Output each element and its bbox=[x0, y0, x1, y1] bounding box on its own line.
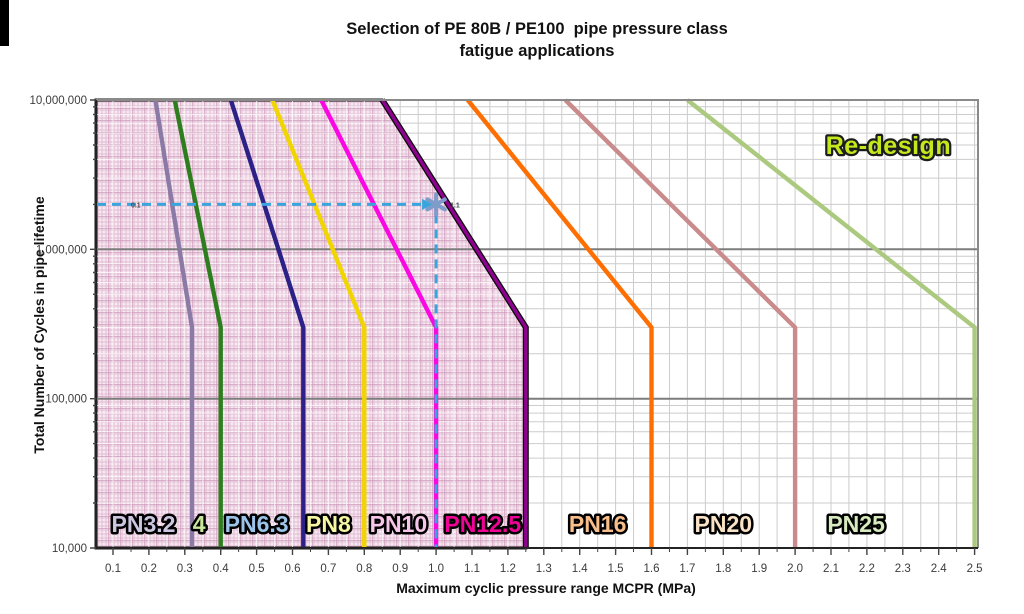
pn-label-PN16: PN16 bbox=[569, 511, 627, 537]
series-line-PN6.3 bbox=[228, 99, 306, 548]
x-tick-label: 2.1 bbox=[823, 563, 839, 575]
pn-label-PN12.5: PN12.5 bbox=[444, 511, 521, 537]
series-line-PN20 bbox=[563, 98, 798, 548]
chart-title-line1: Selection of PE 80B / PE100 pipe pressur… bbox=[346, 20, 728, 38]
frame-top-right bbox=[96, 99, 979, 548]
x-tick-label: 1.0 bbox=[428, 563, 444, 575]
series-line-PN3.2 bbox=[153, 99, 195, 548]
y-tick-label: 10,000,000 bbox=[29, 95, 87, 107]
pn-label-PN6.3: PN6.3 bbox=[225, 511, 289, 537]
x-tick-label: 2.5 bbox=[967, 563, 983, 575]
x-tick-label: 0.2 bbox=[141, 563, 157, 575]
x-tick-label: 0.9 bbox=[392, 563, 408, 575]
pn-label-PN25: PN25 bbox=[827, 511, 885, 537]
series-line-PN4 bbox=[172, 99, 223, 548]
x-tick-label: 2.4 bbox=[931, 563, 948, 575]
pn-label-PN3.2: PN3.2 bbox=[112, 511, 176, 537]
screen-corner-artifact bbox=[0, 0, 9, 46]
redesign-label: Re-design bbox=[826, 132, 951, 160]
series-line-PN25 bbox=[686, 98, 977, 548]
x-tick-label: 1.2 bbox=[500, 563, 516, 575]
pn-label-PN4: 4 bbox=[193, 511, 206, 537]
guide-lines: 0.1 1.1 bbox=[97, 192, 460, 548]
x-tick-label: 2.2 bbox=[859, 563, 875, 575]
series-line-PN8 bbox=[270, 99, 367, 548]
x-tick-label: 0.3 bbox=[177, 563, 193, 575]
major-gridlines bbox=[96, 248, 978, 400]
x-tick-label: 1.6 bbox=[644, 563, 660, 575]
series-line-PN16 bbox=[465, 98, 654, 548]
guide-label-right: 1.1 bbox=[450, 202, 460, 209]
x-tick-label: 1.5 bbox=[608, 563, 624, 575]
y-tick-labels: 10,000,000 1,000,000 100,000 10,000 bbox=[29, 95, 87, 555]
x-tick-label: 2.0 bbox=[787, 563, 803, 575]
guide-label-left: 0.1 bbox=[131, 202, 141, 209]
x-tick-label: 1.4 bbox=[572, 563, 589, 575]
x-tick-label: 0.8 bbox=[356, 563, 372, 575]
chart-title-line2: fatigue applications bbox=[459, 41, 615, 60]
x-tick-label: 2.3 bbox=[895, 563, 911, 575]
pn-label-PN20: PN20 bbox=[695, 511, 753, 537]
pn-label-PN8: PN8 bbox=[306, 511, 351, 537]
x-tick-label: 0.7 bbox=[320, 563, 336, 575]
x-tick-label: 1.3 bbox=[536, 563, 552, 575]
pn-labels: PN3.2 4 PN6.3 PN8 PN10 PN12.5 PN16 PN20 PN25 bbox=[109, 509, 888, 540]
x-tick-label: 1.8 bbox=[715, 563, 731, 575]
x-tick-label: 1.1 bbox=[464, 563, 480, 575]
x-tick-label: 1.9 bbox=[751, 563, 767, 575]
star-marker bbox=[425, 192, 447, 217]
y-tick-label: 10,000 bbox=[52, 543, 87, 555]
y-tick-label: 100,000 bbox=[45, 394, 87, 406]
pn-label-PN10: PN10 bbox=[370, 511, 428, 537]
guide-arrowhead bbox=[422, 198, 434, 210]
x-major-ticks bbox=[112, 548, 976, 555]
x-tick-label: 1.7 bbox=[679, 563, 695, 575]
x-tick-label: 0.6 bbox=[285, 563, 301, 575]
x-tick-labels: 0.1 0.2 0.3 0.4 0.5 0.6 0.7 0.8 0.9 1.0 1.1 1.2 1.3 1… bbox=[105, 563, 983, 575]
y-ticks bbox=[90, 99, 96, 549]
region-gridlines bbox=[96, 100, 526, 548]
series-line-PN12.5 bbox=[380, 99, 528, 548]
x-axis-title: Maximum cyclic pressure range MCPR (MPa) bbox=[396, 580, 696, 596]
chart-title: Selection of PE 80B / PE100 pipe pressur… bbox=[346, 19, 728, 63]
x-tick-label: 0.4 bbox=[213, 563, 230, 575]
y-tick-label: 1,000,000 bbox=[36, 244, 87, 256]
x-tick-label: 0.1 bbox=[105, 563, 121, 575]
x-tick-label: 0.5 bbox=[249, 563, 265, 575]
